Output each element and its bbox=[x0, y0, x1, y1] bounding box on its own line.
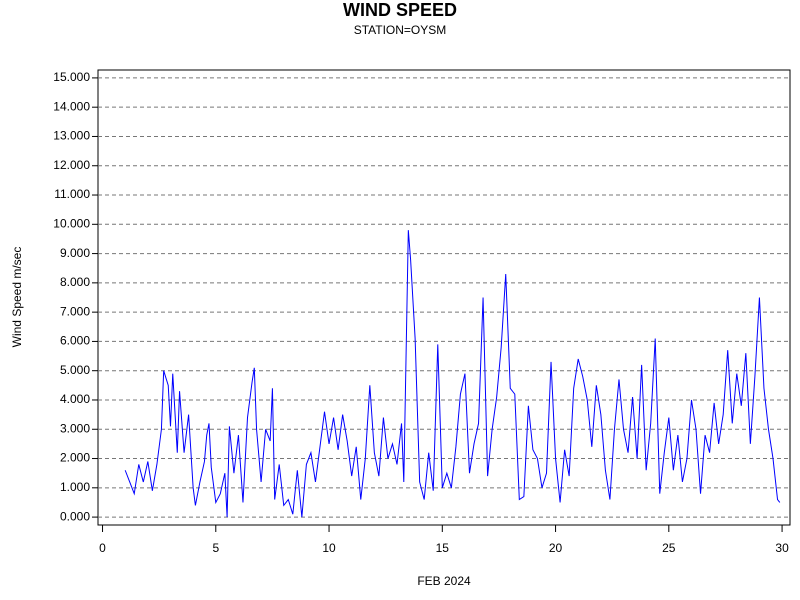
x-axis-label: FEB 2024 bbox=[417, 574, 471, 588]
y-tick-label: 10.000 bbox=[53, 216, 90, 230]
x-tick-label: 30 bbox=[775, 541, 789, 555]
x-tick-label: 10 bbox=[322, 541, 336, 555]
x-tick-label: 25 bbox=[662, 541, 676, 555]
x-tick-label: 20 bbox=[549, 541, 563, 555]
wind-line bbox=[124, 230, 781, 518]
y-tick-label: 14.000 bbox=[53, 99, 90, 113]
y-tick-label: 13.000 bbox=[53, 129, 90, 143]
y-tick-label: 9.000 bbox=[60, 246, 90, 260]
chart-subtitle: STATION=OYSM bbox=[354, 23, 447, 37]
y-tick-label: 12.000 bbox=[53, 158, 90, 172]
y-tick-label: 3.000 bbox=[60, 421, 90, 435]
y-tick-label: 2.000 bbox=[60, 451, 90, 465]
y-tick-label: 0.000 bbox=[60, 509, 90, 523]
y-tick-label: 1.000 bbox=[60, 480, 90, 494]
chart-title: WIND SPEED bbox=[343, 0, 457, 20]
x-tick-label: 0 bbox=[99, 541, 106, 555]
y-tick-label: 8.000 bbox=[60, 275, 90, 289]
x-tick-label: 5 bbox=[212, 541, 219, 555]
y-tick-label: 4.000 bbox=[60, 392, 90, 406]
y-axis-label: Wind Speed m/sec bbox=[10, 247, 24, 348]
y-tick-label: 6.000 bbox=[60, 334, 90, 348]
y-tick-label: 5.000 bbox=[60, 363, 90, 377]
x-tick-label: 15 bbox=[436, 541, 450, 555]
y-tick-label: 7.000 bbox=[60, 304, 90, 318]
plot-frame bbox=[97, 69, 791, 526]
y-tick-label: 11.000 bbox=[54, 187, 90, 201]
y-tick-label: 15.000 bbox=[53, 70, 90, 84]
